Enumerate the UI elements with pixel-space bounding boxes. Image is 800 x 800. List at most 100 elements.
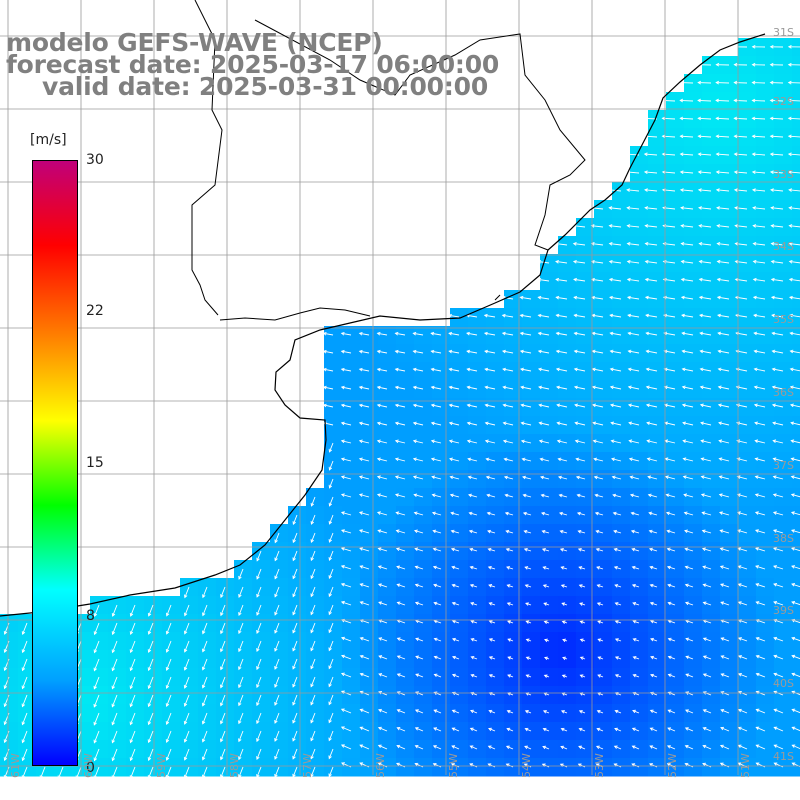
wind-arrow <box>502 350 514 354</box>
wind-arrow-head <box>256 666 260 671</box>
wind-speed-cell <box>792 290 800 309</box>
lon-label: 58W <box>228 753 241 778</box>
wind-speed-cell <box>612 344 631 363</box>
wind-speed-cell <box>342 614 361 633</box>
wind-arrow-head <box>147 703 152 708</box>
wind-speed-cell <box>432 524 451 543</box>
wind-arrow <box>274 712 280 724</box>
wind-speed-cell <box>414 344 433 363</box>
wind-arrow-head <box>769 134 774 139</box>
wind-speed-cell <box>702 128 721 147</box>
wind-speed-cell <box>540 578 559 597</box>
wind-arrow <box>359 476 370 480</box>
wind-arrow-head <box>591 385 596 390</box>
wind-arrow <box>680 99 694 102</box>
wind-speed-cell <box>684 326 703 345</box>
wind-arrow-head <box>575 475 580 480</box>
wind-arrow <box>737 476 748 480</box>
wind-arrow-head <box>627 367 632 372</box>
wind-arrow <box>396 548 406 552</box>
wind-arrow <box>378 529 388 534</box>
wind-arrow-head <box>579 656 584 660</box>
wind-arrow-head <box>506 566 510 570</box>
wind-speed-cell <box>648 380 667 399</box>
wind-arrow-head <box>340 547 345 551</box>
wind-arrow <box>650 584 658 588</box>
wind-arrow-head <box>412 403 417 408</box>
wind-speed-cell <box>486 686 505 705</box>
wind-speed-cell <box>486 434 505 453</box>
wind-speed-cell <box>522 326 541 345</box>
wind-speed-cell <box>486 452 505 471</box>
wind-arrow-head <box>737 583 742 587</box>
wind-arrow <box>431 332 442 336</box>
wind-arrow-head <box>716 224 721 228</box>
wind-arrow-head <box>310 521 315 525</box>
wind-arrow <box>395 440 406 444</box>
wind-arrow-head <box>504 493 509 498</box>
wind-speed-cell <box>576 722 595 741</box>
wind-speed-cell <box>738 326 757 345</box>
wind-arrow-head <box>626 277 631 282</box>
wind-arrow-head <box>649 565 654 570</box>
wind-arrow-head <box>220 666 224 671</box>
wind-arrow <box>538 386 550 390</box>
wind-speed-cell <box>576 452 595 471</box>
wind-speed-cell <box>630 614 649 633</box>
wind-speed-cell <box>612 272 631 291</box>
wind-speed-cell <box>612 722 631 741</box>
wind-arrow-head <box>470 638 475 642</box>
wind-speed-cell <box>558 452 577 471</box>
wind-speed-cell <box>792 110 800 129</box>
wind-arrow <box>703 637 712 642</box>
wind-speed-cell <box>522 470 541 489</box>
wind-arrow <box>735 225 748 228</box>
wind-speed-cell <box>756 254 775 273</box>
wind-arrow <box>22 730 28 743</box>
wind-arrow <box>470 584 478 588</box>
wind-arrow-head <box>685 637 690 642</box>
wind-arrow <box>701 494 712 498</box>
wind-arrow-head <box>165 774 170 779</box>
wind-arrow <box>502 332 514 336</box>
wind-speed-cell <box>360 650 379 669</box>
wind-arrow <box>699 243 712 246</box>
wind-speed-cell <box>342 524 361 543</box>
wind-arrow <box>664 368 676 372</box>
wind-arrow-head <box>129 685 134 690</box>
wind-arrow-head <box>328 466 333 471</box>
wind-arrow <box>378 637 388 642</box>
wind-arrow <box>698 207 712 210</box>
wind-speed-cell <box>558 686 577 705</box>
wind-arrow <box>771 278 784 282</box>
wind-arrow-head <box>572 259 577 264</box>
wind-arrow-head <box>755 636 760 641</box>
wind-arrow <box>721 673 730 678</box>
wind-arrow-head <box>525 620 530 624</box>
wind-speed-cell <box>720 128 739 147</box>
wind-arrow <box>415 655 424 660</box>
wind-arrow <box>359 744 370 750</box>
wind-speed-cell <box>720 614 739 633</box>
wind-speed-cell <box>594 254 613 273</box>
wind-speed-field <box>0 38 800 777</box>
wind-arrow <box>615 602 622 606</box>
wind-speed-cell <box>684 272 703 291</box>
wind-arrow-head <box>573 367 578 372</box>
wind-arrow <box>469 530 478 534</box>
wind-arrow <box>378 583 388 588</box>
wind-speed-cell <box>432 560 451 579</box>
wind-arrow-head <box>274 684 278 688</box>
wind-arrow <box>718 332 730 336</box>
wind-arrow-head <box>661 152 666 157</box>
wind-arrow-head <box>596 727 601 732</box>
wind-speed-cell <box>630 488 649 507</box>
wind-speed-cell <box>738 200 757 219</box>
wind-speed-cell <box>324 326 343 345</box>
wind-speed-cell <box>630 758 649 777</box>
wind-arrow-head <box>396 744 401 749</box>
wind-speed-cell <box>612 398 631 417</box>
wind-arrow <box>628 422 640 426</box>
wind-speed-cell <box>792 434 800 453</box>
wind-arrow-head <box>720 601 725 605</box>
